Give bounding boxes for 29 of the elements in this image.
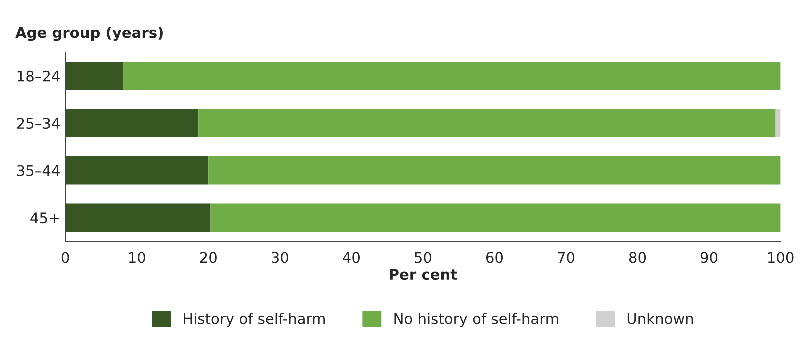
- x-tick-label: 30: [272, 252, 288, 264]
- x-axis-title: Per cent: [390, 269, 458, 280]
- legend-label: History of self-harm: [184, 313, 325, 328]
- bar: [198, 109, 776, 138]
- y-tick-label: 18–24: [18, 70, 60, 82]
- bar: [124, 62, 781, 90]
- x-tick-label: 10: [129, 252, 146, 264]
- bar: [776, 109, 781, 138]
- y-tick-label: 35–44: [17, 165, 60, 176]
- legend-label: No history of self-harm: [394, 313, 558, 328]
- bar: [210, 204, 781, 232]
- bar: [208, 156, 781, 185]
- x-tick-label: 20: [200, 252, 217, 264]
- y-tick-label: 25–34: [17, 118, 60, 130]
- x-tick-label: 90: [700, 252, 718, 264]
- x-tick-label: 80: [629, 252, 646, 264]
- legend-label: Unknown: [628, 313, 694, 324]
- bar: [66, 204, 211, 232]
- x-tick-label: 70: [558, 252, 575, 264]
- x-tick-label: 60: [486, 252, 504, 264]
- x-tick-label: 0: [62, 252, 70, 264]
- bar: [66, 62, 124, 90]
- x-tick-label: 40: [343, 252, 360, 264]
- x-tick-label: 100: [768, 252, 794, 264]
- y-axis-title: Age group (years): [16, 26, 163, 42]
- bar: [66, 156, 209, 185]
- y-tick-label: 45+: [30, 212, 60, 224]
- bar: [66, 109, 199, 138]
- x-tick-label: 50: [415, 252, 432, 264]
